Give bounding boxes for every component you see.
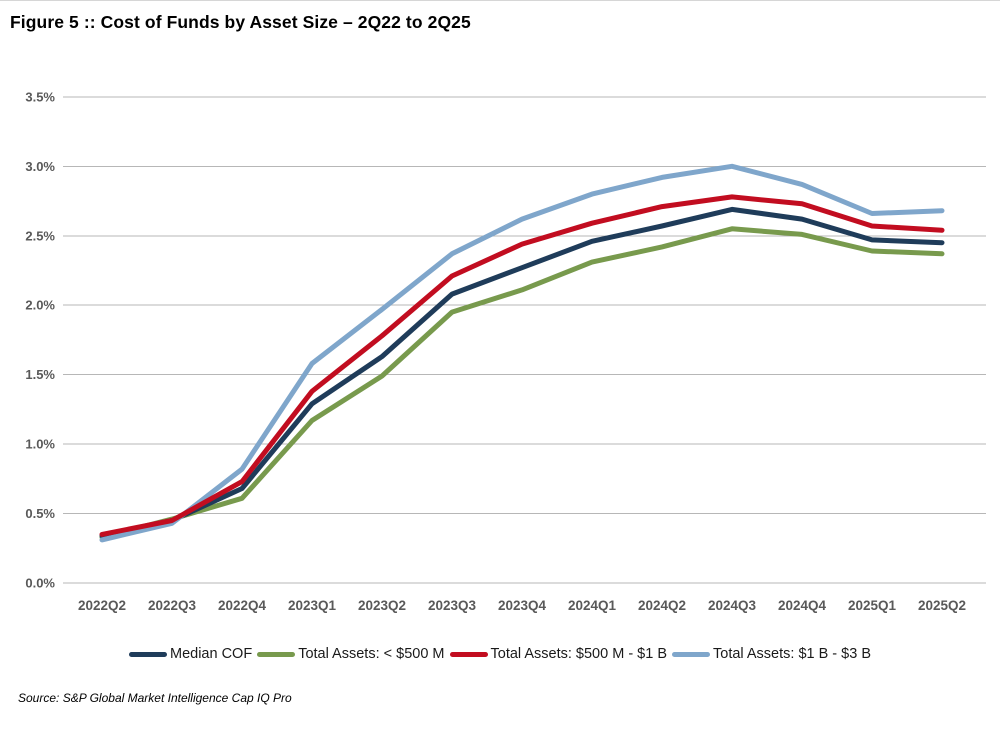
x-tick-label: 2023Q1: [288, 598, 337, 613]
x-tick-label: 2022Q3: [148, 598, 197, 613]
y-tick-label: 1.0%: [25, 437, 55, 452]
legend-label: Median COF: [170, 646, 253, 662]
y-tick-label: 0.0%: [25, 576, 55, 591]
y-tick-label: 2.5%: [25, 228, 55, 243]
cost-of-funds-line-chart: 0.0%0.5%1.0%1.5%2.0%2.5%3.0%3.5% 2022Q2 2…: [25, 89, 986, 613]
y-tick-label: 1.5%: [25, 367, 55, 382]
x-axis-labels: 2022Q2 2022Q3 2022Q4 2023Q1 2023Q2 2023Q3 2023…: [78, 598, 966, 613]
legend-swatch: [129, 651, 167, 657]
legend-item-2: Total Assets: < $500 M: [257, 646, 445, 662]
legend-label: Total Assets: $500 M - $1 B: [490, 646, 668, 662]
x-tick-label: 2022Q2: [78, 598, 126, 613]
series-line-total-assets-500-m-1-b: [99, 194, 945, 537]
source-note: Source: S&P Global Market Intelligence C…: [18, 691, 292, 705]
x-tick-label: 2023Q2: [358, 598, 406, 613]
x-tick-label: 2022Q4: [218, 598, 267, 613]
chart-legend: Median COF Total Assets: < $500 M Total As…: [0, 642, 1000, 666]
x-tick-label: 2023Q4: [498, 598, 547, 613]
y-tick-label: 2.0%: [25, 298, 55, 313]
x-tick-label: 2025Q2: [918, 598, 966, 613]
x-tick-label: 2023Q3: [428, 598, 477, 613]
legend-swatch: [257, 651, 296, 657]
x-tick-label: 2024Q4: [778, 598, 827, 613]
series-line-median-cof: [99, 206, 945, 539]
y-axis-labels: 0.0% 0.5% 1.0% 1.5% 2.0% 2.5% 3.0% 3.5%: [25, 89, 55, 590]
x-tick-label: 2024Q3: [708, 598, 757, 613]
legend-label: Total Assets: $1 B - $3 B: [713, 646, 871, 662]
figure-title: Figure 5 :: Cost of Funds by Asset Size …: [10, 12, 471, 32]
y-tick-label: 3.0%: [25, 159, 55, 174]
x-tick-label: 2025Q1: [848, 598, 897, 613]
legend-item-1: Median COF: [129, 646, 252, 662]
series-line-total-assets-1-b-3-b: [99, 163, 945, 543]
legend-item-4: Total Assets: $1 B - $3 B: [672, 646, 871, 662]
y-tick-label: 3.5%: [25, 89, 55, 104]
series-line-total-assets-500-m: [99, 226, 945, 540]
y-tick-label: 0.5%: [25, 506, 55, 521]
legend-item-3: Total Assets: $500 M - $1 B: [449, 646, 668, 662]
x-tick-label: 2024Q1: [568, 598, 617, 613]
legend-swatch: [672, 651, 711, 657]
legend-swatch: [449, 651, 488, 657]
x-tick-label: 2024Q2: [638, 598, 686, 613]
legend-label: Total Assets: < $500 M: [298, 646, 445, 662]
series-lines-layer: [99, 163, 945, 543]
gridlines-layer: [63, 96, 986, 584]
